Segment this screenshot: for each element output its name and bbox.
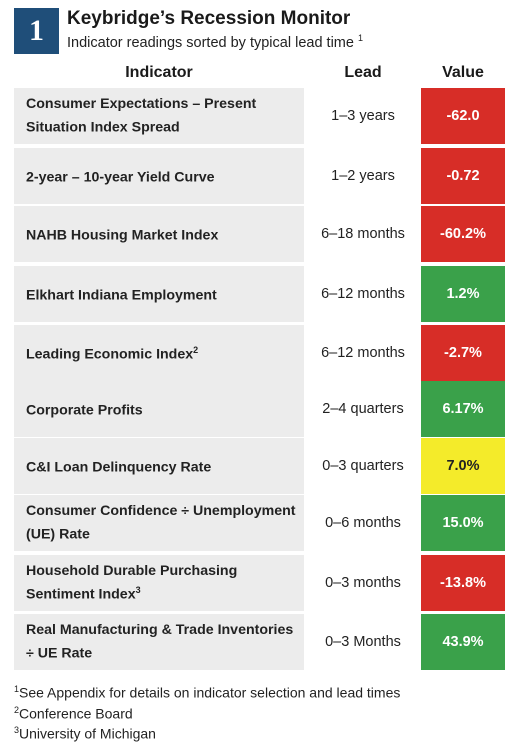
value-cell: -13.8% bbox=[421, 555, 505, 611]
table-row: Corporate Profits 2–4 quarters 6.17% bbox=[14, 381, 505, 437]
footnote: 3University of Michigan bbox=[14, 725, 156, 742]
indicator-name: Leading Economic Index2 bbox=[14, 341, 206, 365]
indicator-cell: C&I Loan Delinquency Rate bbox=[14, 438, 304, 494]
table-row: Consumer Expectations – Present Situatio… bbox=[14, 88, 505, 144]
indicator-cell: Corporate Profits bbox=[14, 381, 304, 437]
indicator-label: Elkhart Indiana Employment bbox=[26, 287, 217, 304]
indicator-label: Leading Economic Index bbox=[26, 346, 194, 363]
footnote: 2Conference Board bbox=[14, 705, 133, 722]
indicator-cell: Household Durable Purchasing Sentiment I… bbox=[14, 555, 304, 611]
lead-time-cell: 1–2 years bbox=[306, 148, 420, 204]
lead-time-cell: 0–6 months bbox=[306, 495, 420, 551]
value-cell: 1.2% bbox=[421, 266, 505, 322]
column-header-value: Value bbox=[442, 64, 484, 81]
lead-time-cell: 0–3 Months bbox=[306, 614, 420, 670]
indicator-name: NAHB Housing Market Index bbox=[14, 222, 226, 246]
footnote-mark: 2 bbox=[14, 705, 20, 715]
indicator-name: Consumer Confidence ÷ Unemployment (UE) … bbox=[14, 502, 304, 545]
footnote-mark: 1 bbox=[14, 684, 20, 694]
indicator-label: NAHB Housing Market Index bbox=[26, 227, 219, 244]
indicator-cell: Consumer Confidence ÷ Unemployment (UE) … bbox=[14, 495, 304, 551]
indicator-cell: 2-year – 10-year Yield Curve bbox=[14, 148, 304, 204]
value-cell: 15.0% bbox=[421, 495, 505, 551]
indicator-footnote-mark: 2 bbox=[193, 345, 199, 356]
value-cell: -62.0 bbox=[421, 88, 505, 144]
lead-time-cell: 0–3 quarters bbox=[306, 438, 420, 494]
value-cell: -0.72 bbox=[421, 148, 505, 204]
indicator-cell: Elkhart Indiana Employment bbox=[14, 266, 304, 322]
lead-time-cell: 6–12 months bbox=[306, 325, 420, 381]
value-cell: -60.2% bbox=[421, 206, 505, 262]
lead-time-cell: 6–12 months bbox=[306, 266, 420, 322]
indicator-cell: Consumer Expectations – Present Situatio… bbox=[14, 88, 304, 144]
value-cell: -2.7% bbox=[421, 325, 505, 381]
indicator-name: Household Durable Purchasing Sentiment I… bbox=[14, 562, 304, 605]
indicator-footnote-mark: 3 bbox=[135, 584, 141, 595]
section-number-badge: 1 bbox=[14, 8, 59, 54]
lead-time-cell: 6–18 months bbox=[306, 206, 420, 262]
table-row: Household Durable Purchasing Sentiment I… bbox=[14, 555, 505, 611]
indicator-name: Consumer Expectations – Present Situatio… bbox=[14, 95, 304, 138]
table-row: Leading Economic Index2 6–12 months -2.7% bbox=[14, 325, 505, 381]
indicator-name: 2-year – 10-year Yield Curve bbox=[14, 164, 223, 188]
indicator-name: Elkhart Indiana Employment bbox=[14, 282, 225, 306]
value-cell: 43.9% bbox=[421, 614, 505, 670]
subtitle-text: Indicator readings sorted by typical lea… bbox=[67, 34, 354, 51]
table-row: Real Manufacturing & Trade Inventories ÷… bbox=[14, 614, 505, 670]
indicator-label: 2-year – 10-year Yield Curve bbox=[26, 169, 215, 186]
lead-time-cell: 2–4 quarters bbox=[306, 381, 420, 437]
value-cell: 6.17% bbox=[421, 381, 505, 437]
header: 1 Keybridge’s Recession Monitor Indicato… bbox=[14, 8, 504, 54]
lead-time-cell: 0–3 months bbox=[306, 555, 420, 611]
table-row: Elkhart Indiana Employment 6–12 months 1.2… bbox=[14, 266, 505, 322]
page-subtitle: Indicator readings sorted by typical lea… bbox=[67, 33, 363, 51]
footnote-text: See Appendix for details on indicator se… bbox=[19, 684, 401, 701]
indicator-cell: Real Manufacturing & Trade Inventories ÷… bbox=[14, 614, 304, 670]
indicator-name: Real Manufacturing & Trade Inventories ÷… bbox=[14, 621, 304, 664]
subtitle-footnote-mark: 1 bbox=[357, 33, 363, 43]
indicator-name: Corporate Profits bbox=[14, 397, 151, 421]
footnote: 1See Appendix for details on indicator s… bbox=[14, 684, 400, 701]
footnote-mark: 3 bbox=[14, 725, 20, 735]
column-header-lead: Lead bbox=[344, 64, 382, 81]
value-cell: 7.0% bbox=[421, 438, 505, 494]
indicator-label: Consumer Expectations – Present Situatio… bbox=[26, 95, 257, 136]
indicator-name: C&I Loan Delinquency Rate bbox=[14, 454, 219, 478]
indicator-label: Consumer Confidence ÷ Unemployment (UE) … bbox=[26, 502, 296, 543]
page-title: Keybridge’s Recession Monitor bbox=[67, 8, 351, 29]
table-row: Consumer Confidence ÷ Unemployment (UE) … bbox=[14, 495, 505, 551]
indicator-label: Real Manufacturing & Trade Inventories ÷… bbox=[26, 621, 294, 662]
table-row: C&I Loan Delinquency Rate 0–3 quarters 7.0… bbox=[14, 438, 505, 494]
indicator-label: Household Durable Purchasing Sentiment I… bbox=[26, 562, 238, 603]
table-row: NAHB Housing Market Index 6–18 months -60.… bbox=[14, 206, 505, 262]
footnote-text: Conference Board bbox=[19, 705, 133, 722]
indicator-label: C&I Loan Delinquency Rate bbox=[26, 459, 212, 476]
lead-time-cell: 1–3 years bbox=[306, 88, 420, 144]
table-row: 2-year – 10-year Yield Curve 1–2 years -0.… bbox=[14, 148, 505, 204]
indicator-cell: NAHB Housing Market Index bbox=[14, 206, 304, 262]
indicator-cell: Leading Economic Index2 bbox=[14, 325, 304, 381]
footnote-text: University of Michigan bbox=[19, 725, 156, 742]
indicator-label: Corporate Profits bbox=[26, 402, 143, 419]
column-header-indicator: Indicator bbox=[125, 64, 193, 81]
